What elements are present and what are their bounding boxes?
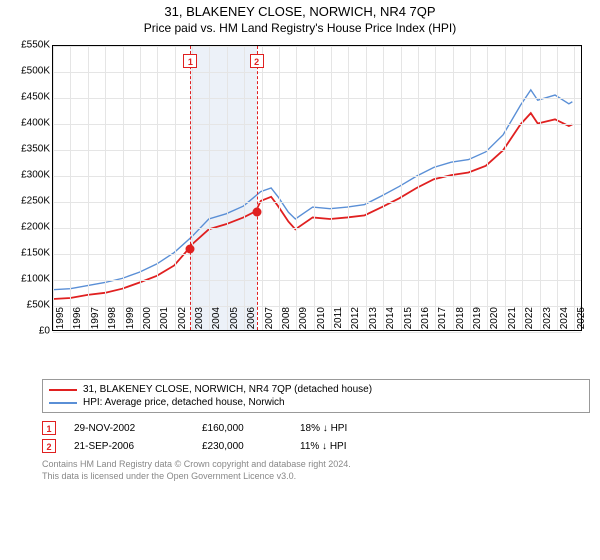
legend-item: 31, BLAKENEY CLOSE, NORWICH, NR4 7QP (de… bbox=[49, 383, 583, 396]
sale-row-price: £230,000 bbox=[202, 441, 282, 452]
legend-item: HPI: Average price, detached house, Norw… bbox=[49, 396, 583, 409]
x-axis-label: 2018 bbox=[455, 307, 466, 337]
title-subtitle: Price paid vs. HM Land Registry's House … bbox=[0, 21, 600, 35]
y-axis-label: £350K bbox=[10, 144, 50, 155]
x-axis-label: 2009 bbox=[298, 307, 309, 337]
x-axis-label: 2021 bbox=[507, 307, 518, 337]
y-axis-label: £250K bbox=[10, 196, 50, 207]
x-axis-label: 2015 bbox=[403, 307, 414, 337]
sale-row-delta: 18% ↓ HPI bbox=[300, 423, 420, 434]
x-axis-label: 2007 bbox=[264, 307, 275, 337]
x-axis-label: 2017 bbox=[437, 307, 448, 337]
y-axis-label: £150K bbox=[10, 248, 50, 259]
legend-swatch bbox=[49, 389, 77, 391]
sale-row-date: 29-NOV-2002 bbox=[74, 423, 184, 434]
x-axis-label: 2016 bbox=[420, 307, 431, 337]
x-axis-label: 2012 bbox=[350, 307, 361, 337]
sale-marker-label: 1 bbox=[183, 54, 197, 68]
sale-marker-label: 2 bbox=[250, 54, 264, 68]
title-address: 31, BLAKENEY CLOSE, NORWICH, NR4 7QP bbox=[0, 4, 600, 19]
footer-line2: This data is licensed under the Open Gov… bbox=[42, 471, 590, 483]
footer: Contains HM Land Registry data © Crown c… bbox=[42, 459, 590, 482]
sale-row-number: 2 bbox=[42, 439, 56, 453]
x-axis-label: 2011 bbox=[333, 307, 344, 337]
y-axis-label: £200K bbox=[10, 222, 50, 233]
x-axis-label: 2008 bbox=[281, 307, 292, 337]
x-axis-label: 2022 bbox=[524, 307, 535, 337]
x-axis-label: 2001 bbox=[159, 307, 170, 337]
y-axis-label: £300K bbox=[10, 170, 50, 181]
sale-rows: 1 29-NOV-2002 £160,000 18% ↓ HPI 2 21-SEP-200… bbox=[42, 419, 590, 455]
x-axis-label: 2005 bbox=[229, 307, 240, 337]
y-axis-label: £550K bbox=[10, 40, 50, 51]
x-axis-label: 1998 bbox=[107, 307, 118, 337]
x-axis-label: 1999 bbox=[125, 307, 136, 337]
x-axis-label: 2024 bbox=[559, 307, 570, 337]
x-axis-label: 2010 bbox=[316, 307, 327, 337]
x-axis-label: 2023 bbox=[542, 307, 553, 337]
x-axis-label: 1997 bbox=[90, 307, 101, 337]
chart-container: 12 £0£50K£100K£150K£200K£250K£300K£350K£… bbox=[10, 41, 590, 371]
sale-vline bbox=[190, 46, 191, 330]
legend-swatch bbox=[49, 402, 77, 404]
sale-row-date: 21-SEP-2006 bbox=[74, 441, 184, 452]
footer-line1: Contains HM Land Registry data © Crown c… bbox=[42, 459, 590, 471]
x-axis-label: 2000 bbox=[142, 307, 153, 337]
y-axis-label: £400K bbox=[10, 118, 50, 129]
y-axis-label: £450K bbox=[10, 92, 50, 103]
y-axis-label: £500K bbox=[10, 66, 50, 77]
sale-point-marker bbox=[186, 244, 195, 253]
plot-area: 12 bbox=[52, 45, 582, 331]
x-axis-label: 2020 bbox=[489, 307, 500, 337]
sale-point-marker bbox=[252, 208, 261, 217]
sale-vline bbox=[257, 46, 258, 330]
x-axis-label: 2014 bbox=[385, 307, 396, 337]
sale-row-price: £160,000 bbox=[202, 423, 282, 434]
y-axis-label: £0 bbox=[10, 326, 50, 337]
sale-row-delta: 11% ↓ HPI bbox=[300, 441, 420, 452]
y-axis-label: £100K bbox=[10, 274, 50, 285]
y-axis-label: £50K bbox=[10, 300, 50, 311]
chart-svg bbox=[53, 46, 581, 330]
x-axis-label: 1996 bbox=[72, 307, 83, 337]
x-axis-label: 2025 bbox=[576, 307, 587, 337]
x-axis-label: 1995 bbox=[55, 307, 66, 337]
sale-row-number: 1 bbox=[42, 421, 56, 435]
legend-label: 31, BLAKENEY CLOSE, NORWICH, NR4 7QP (de… bbox=[83, 384, 372, 395]
x-axis-label: 2002 bbox=[177, 307, 188, 337]
x-axis-label: 2006 bbox=[246, 307, 257, 337]
x-axis-label: 2004 bbox=[211, 307, 222, 337]
legend-label: HPI: Average price, detached house, Norw… bbox=[83, 397, 285, 408]
x-axis-label: 2013 bbox=[368, 307, 379, 337]
chart-title-block: 31, BLAKENEY CLOSE, NORWICH, NR4 7QP Pri… bbox=[0, 0, 600, 35]
legend: 31, BLAKENEY CLOSE, NORWICH, NR4 7QP (de… bbox=[42, 379, 590, 413]
x-axis-label: 2019 bbox=[472, 307, 483, 337]
x-axis-label: 2003 bbox=[194, 307, 205, 337]
sale-row: 2 21-SEP-2006 £230,000 11% ↓ HPI bbox=[42, 437, 590, 455]
sale-row: 1 29-NOV-2002 £160,000 18% ↓ HPI bbox=[42, 419, 590, 437]
